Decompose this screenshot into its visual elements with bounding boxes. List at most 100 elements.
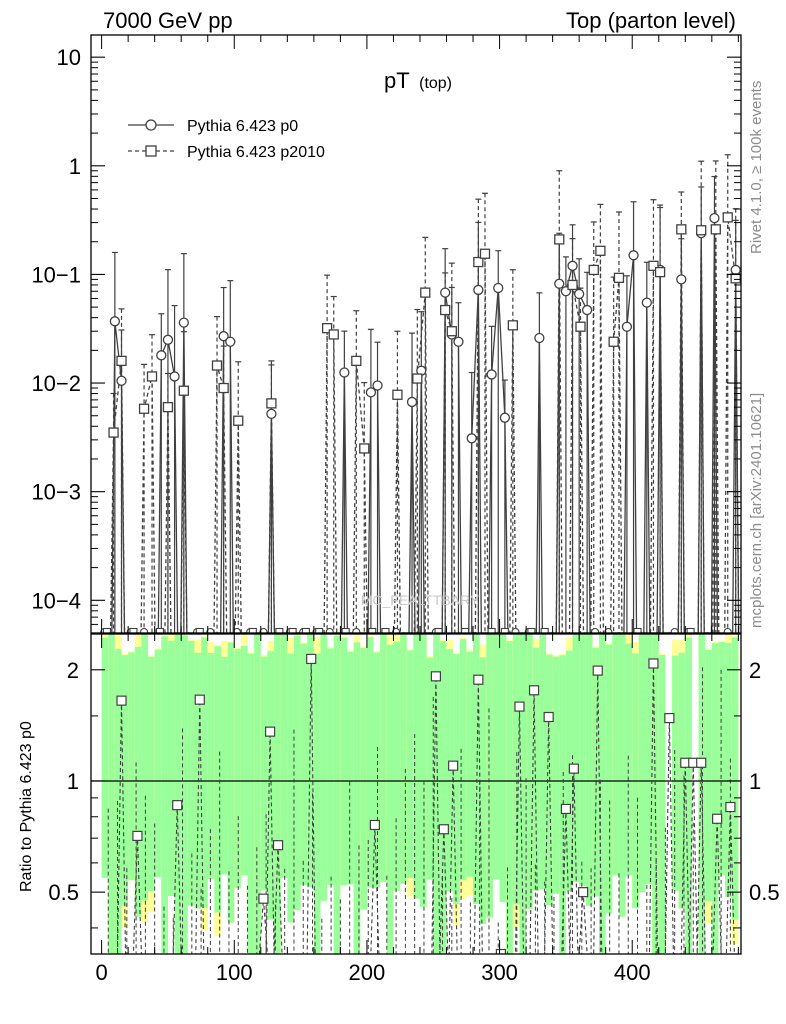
ratio-band-inner (366, 637, 374, 888)
data-point-p0-empty (670, 627, 679, 633)
data-point-p2010 (211, 360, 223, 371)
ratio-band-inner (532, 647, 540, 891)
ratio-band-inner (333, 635, 341, 954)
ratio-band-inner (645, 634, 653, 885)
data-point-p2010 (588, 264, 599, 276)
ratio-band-inner (685, 637, 692, 954)
data-point-p2010-empty (129, 627, 138, 633)
ratio-data-point (369, 819, 380, 831)
ratio-data-point (473, 674, 484, 685)
ratio-y-tick-label-left: 1 (67, 769, 79, 794)
data-point-p0 (641, 297, 652, 308)
ratio-band-inner (221, 656, 228, 875)
data-point-p0-empty (392, 627, 401, 633)
data-point-p0-empty (206, 627, 215, 633)
ratio-band-inner (439, 640, 447, 954)
x-tick-label: 100 (216, 960, 253, 985)
main-series-markers (100, 212, 741, 633)
ratio-band-inner (327, 648, 334, 885)
ratio-y-tick-label-right: 0.5 (749, 880, 780, 905)
ratio-band-inner (227, 642, 235, 923)
ratio-data-point (528, 685, 540, 696)
data-point-p0 (534, 332, 545, 344)
data-point-p0-empty (259, 627, 268, 633)
x-tick-label: 300 (481, 960, 518, 985)
ratio-band-inner (101, 637, 109, 878)
ratio-band-inner (652, 634, 659, 954)
data-point-p0 (581, 304, 593, 316)
ratio-band-inner (181, 635, 188, 954)
data-point-p2010 (412, 373, 423, 384)
ratio-band-inner (134, 646, 142, 917)
data-point-p2010-empty (288, 627, 297, 633)
ratio-data-point (578, 887, 589, 898)
ratio-band-inner (612, 634, 619, 876)
ratio-data-point (725, 801, 736, 813)
data-point-p0 (730, 264, 741, 276)
data-point-p2010 (479, 248, 491, 259)
plot-title-sub: (top) (419, 75, 452, 92)
ratio-data-point (560, 803, 571, 815)
data-point-p2010 (218, 382, 229, 394)
ratio-band-inner (526, 634, 533, 909)
main-series-lines (109, 217, 740, 633)
data-point-p2010-empty (341, 627, 350, 633)
ratio-band-inner (625, 643, 633, 876)
main-y-tick-label: 10−3 (31, 480, 81, 505)
data-point-p0 (676, 274, 687, 285)
data-point-p2010 (321, 323, 333, 334)
ratio-data-point (514, 701, 525, 712)
ratio-band-inner (108, 634, 115, 954)
legend-entry-p2010: Pythia 6.423 p2010 (187, 144, 325, 161)
data-point-p0-empty (511, 627, 520, 633)
ratio-band-inner (638, 634, 646, 893)
ratio-band-inner (705, 649, 712, 902)
ratio-band-inner (400, 634, 407, 884)
legend-square-marker (145, 145, 157, 157)
data-point-p0 (499, 412, 511, 423)
ratio-band-inner (360, 647, 367, 910)
ratio-band-inner (214, 646, 221, 913)
data-point-p0 (621, 321, 633, 332)
ratio-band-inner (618, 634, 626, 917)
ratio-band-inner (247, 653, 255, 954)
data-point-p2010 (730, 273, 741, 284)
data-point-p2010 (359, 443, 370, 454)
ratio-data-point (264, 726, 276, 737)
ratio-data-point (712, 813, 723, 824)
data-point-p2010-empty (461, 627, 470, 633)
data-point-p2010 (654, 266, 666, 278)
ratio-data-point (306, 653, 317, 665)
ratio-band-inner (340, 637, 348, 886)
data-point-p0-empty (723, 627, 732, 633)
ratio-band-inner (347, 651, 354, 885)
ratio-band-inner (519, 634, 527, 954)
ratio-band-inner (234, 649, 241, 889)
data-point-p2010-empty (500, 627, 509, 633)
ratio-band-inner (393, 641, 401, 891)
ratio-data-point (438, 824, 449, 835)
legend-entry-p0: Pythia 6.423 p0 (187, 118, 298, 135)
data-point-p2010 (440, 304, 451, 316)
data-point-p0 (406, 396, 418, 408)
ratio-y-tick-label-right: 1 (749, 769, 761, 794)
ratio-band-inner (413, 634, 420, 899)
data-point-p2010 (613, 272, 625, 283)
data-point-p2010 (146, 371, 158, 382)
axis-ticks: 10 1 10−1 10−2 10−3 10−4 0.5 0.5 1 1 2 2 0 100 200 300 4… (31, 35, 780, 985)
main-y-tick-label: 10−2 (31, 371, 81, 396)
data-point-p0 (486, 369, 497, 380)
ratio-data-point (194, 694, 205, 705)
data-point-p0 (178, 317, 190, 328)
ratio-band-inner (353, 642, 361, 954)
ratio-band-inner (718, 641, 726, 876)
ratio-band-inner (453, 654, 460, 904)
data-point-p2010 (328, 329, 339, 340)
ratio-band-inner (300, 643, 308, 885)
ratio-band-inner (579, 634, 586, 886)
ratio-band-inner (254, 634, 261, 954)
ratio-band-inner (320, 634, 328, 901)
ratio-band-inner (114, 649, 122, 954)
data-point-p0 (628, 250, 639, 261)
ratio-band-inner (141, 634, 149, 901)
